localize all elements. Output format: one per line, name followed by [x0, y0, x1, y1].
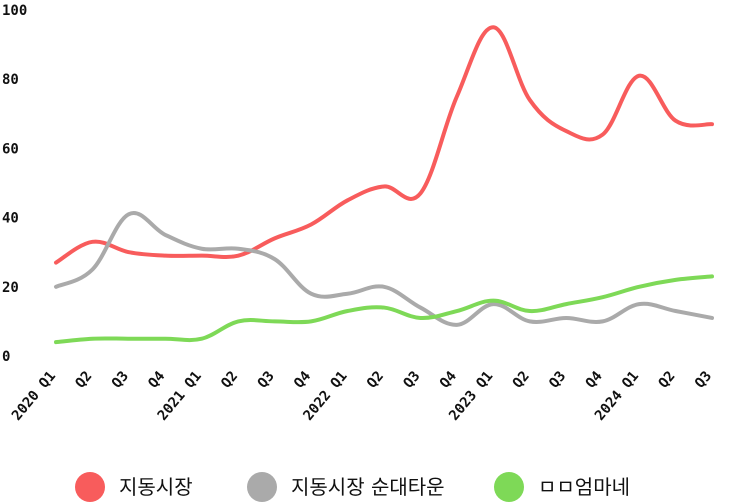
x-tick-label: Q3: [255, 368, 278, 391]
legend-swatch: [494, 472, 524, 502]
x-tick-label: Q3: [692, 368, 715, 391]
x-tick-label: Q2: [218, 368, 241, 391]
y-tick-label: 60: [2, 141, 19, 157]
series-line-1: [54, 25, 714, 265]
x-tick-label: 2020 Q1: [9, 368, 59, 423]
legend-swatch: [247, 472, 277, 502]
x-tick-label: Q3: [400, 368, 423, 391]
x-tick-label: Q3: [546, 368, 569, 391]
x-tick-label: Q3: [109, 368, 132, 391]
legend-label: 지동시장 순대타운: [291, 475, 445, 499]
x-tick-label: Q4: [145, 368, 168, 391]
series-layer: [54, 25, 714, 345]
legend-label: ㅁㅁ엄마네: [538, 475, 630, 499]
legend-swatch: [75, 472, 105, 502]
x-tick-label: Q2: [510, 368, 533, 391]
x-tick-label: Q4: [437, 368, 460, 391]
x-tick-label: Q2: [364, 368, 387, 391]
y-axis: 0 20 40 60 80 100: [2, 3, 27, 365]
y-tick-label: 0: [2, 349, 10, 365]
x-tick-label: Q4: [291, 368, 314, 391]
legend: 지동시장 지동시장 순대타운 ㅁㅁ엄마네: [75, 472, 630, 502]
x-tick-label: Q4: [583, 368, 606, 391]
y-tick-label: 20: [2, 280, 19, 296]
y-tick-label: 40: [2, 211, 19, 227]
y-tick-label: 80: [2, 72, 19, 88]
y-tick-label: 100: [2, 3, 27, 19]
x-tick-label: Q2: [72, 368, 95, 391]
x-tick-label: Q2: [656, 368, 679, 391]
legend-label: 지동시장: [119, 475, 193, 499]
